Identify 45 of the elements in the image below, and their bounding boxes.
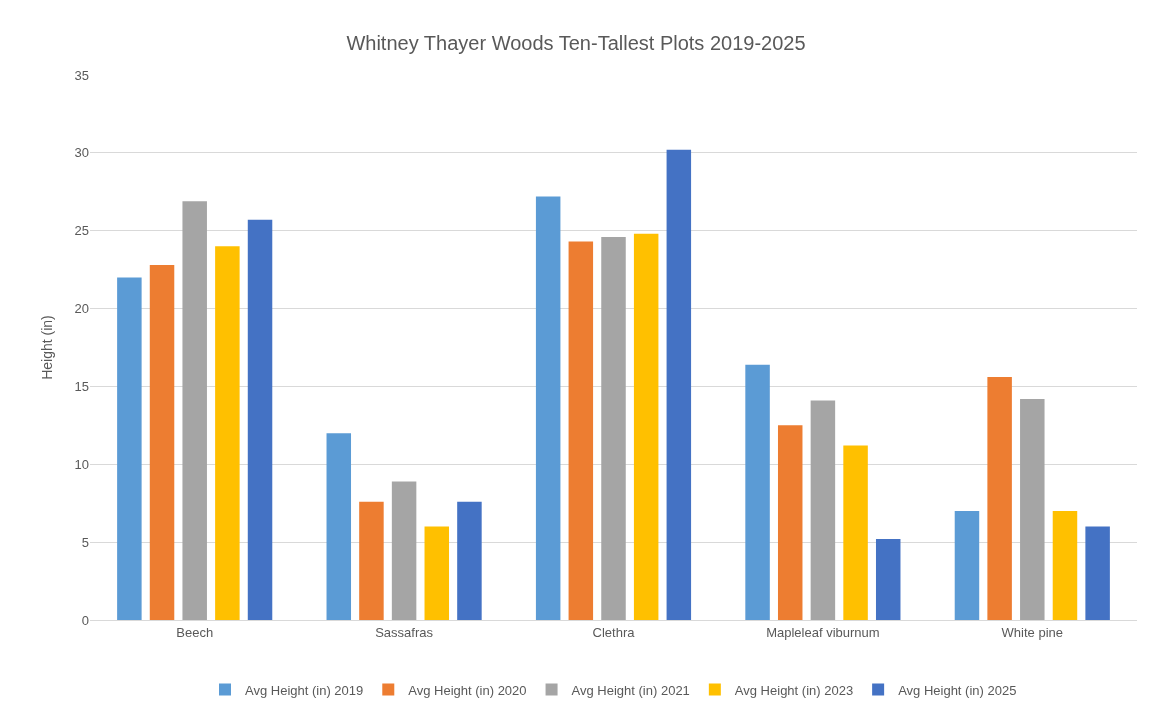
legend-label: Avg Height (in) 2025 — [898, 682, 1017, 698]
y-axis-title: Height (in) — [39, 315, 55, 380]
bar — [457, 501, 482, 620]
bar — [359, 501, 384, 620]
bar — [149, 264, 175, 620]
bar — [666, 149, 692, 620]
legend-label: Avg Height (in) 2019 — [245, 682, 364, 698]
y-tick-label: 25 — [74, 223, 89, 239]
bar — [568, 241, 594, 620]
y-tick-label: 0 — [81, 612, 89, 628]
bar — [875, 539, 901, 620]
x-tick-label: White pine — [1001, 624, 1064, 640]
x-tick-label: Beech — [176, 624, 214, 640]
y-tick-label: 5 — [81, 534, 89, 550]
bar — [117, 277, 142, 620]
y-tick-label: 10 — [74, 456, 89, 472]
legend-label: Avg Height (in) 2021 — [571, 682, 690, 698]
y-tick-label: 15 — [74, 378, 89, 394]
y-tick-label: 35 — [74, 67, 89, 83]
bar — [601, 236, 626, 620]
bar — [777, 425, 803, 620]
bar — [745, 364, 770, 620]
chart-title: Whitney Thayer Woods Ten-Tallest Plots 2019-2025 — [346, 31, 806, 54]
bar — [535, 196, 561, 620]
bar — [424, 526, 450, 620]
bar — [326, 433, 352, 620]
bar — [810, 400, 836, 620]
bar — [633, 233, 659, 620]
y-tick-label: 20 — [74, 301, 89, 317]
x-tick-label: Sassafras — [375, 624, 434, 640]
bar — [1085, 526, 1110, 620]
bar — [215, 246, 240, 620]
bar — [987, 377, 1012, 620]
bar — [843, 445, 868, 620]
bar — [247, 219, 273, 620]
bar — [1052, 511, 1078, 620]
bar — [1020, 398, 1045, 620]
bar — [954, 511, 980, 620]
bar — [182, 201, 207, 620]
x-tick-label: Clethra — [592, 624, 636, 640]
legend-label: Avg Height (in) 2020 — [408, 682, 527, 698]
x-tick-label: Mapleleaf viburnum — [766, 624, 880, 640]
bar — [391, 481, 417, 620]
legend-label: Avg Height (in) 2023 — [734, 682, 854, 698]
y-tick-label: 30 — [74, 145, 89, 161]
